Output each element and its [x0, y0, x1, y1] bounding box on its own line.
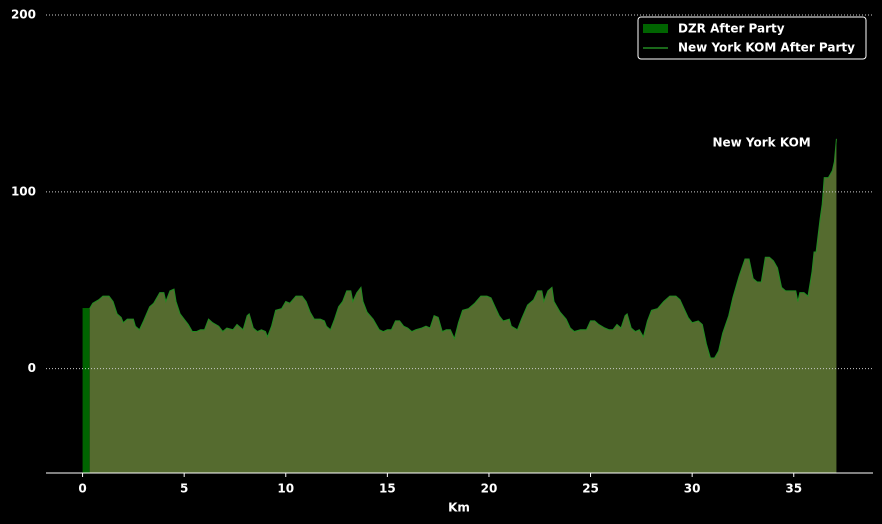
- legend-label: DZR After Party: [678, 22, 785, 36]
- area: [89, 138, 837, 473]
- y-tick-label: 0: [28, 361, 36, 375]
- annotation: New York KOM: [712, 136, 810, 150]
- x-tick-label: 0: [78, 482, 86, 496]
- x-tick-label: 15: [379, 482, 396, 496]
- x-tick-label: 25: [582, 482, 599, 496]
- x-tick-label: 35: [785, 482, 802, 496]
- x-tick-label: 10: [277, 482, 294, 496]
- legend-swatch: [643, 24, 668, 33]
- x-tick-label: 30: [684, 482, 701, 496]
- legend-box: [637, 16, 867, 60]
- x-axis-label: Km: [448, 501, 470, 515]
- area: [82, 308, 90, 473]
- x-tick-label: 20: [481, 482, 498, 496]
- legend-label: New York KOM After Party: [678, 41, 855, 55]
- y-tick-label: 100: [11, 184, 36, 198]
- x-tick-label: 5: [180, 482, 188, 496]
- y-tick-label: 200: [11, 8, 36, 22]
- line: [89, 138, 837, 359]
